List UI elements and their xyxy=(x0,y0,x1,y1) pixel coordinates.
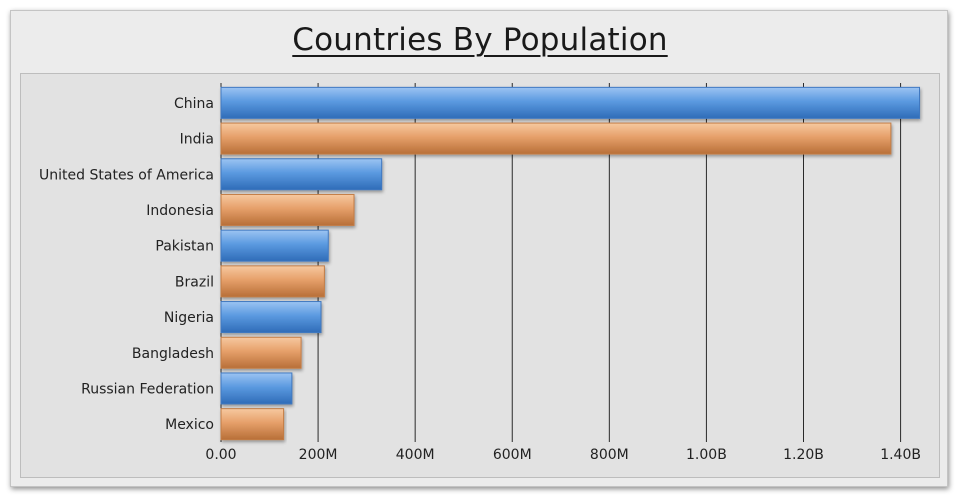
bar xyxy=(220,301,322,334)
bar xyxy=(220,158,383,191)
category-label: Nigeria xyxy=(164,310,214,326)
bar xyxy=(220,336,302,369)
x-tick-label: 400M xyxy=(396,447,435,463)
category-label: Brazil xyxy=(175,274,214,290)
category-label: Indonesia xyxy=(146,203,214,219)
bar xyxy=(220,372,293,405)
x-tick-label: 600M xyxy=(493,447,532,463)
x-tick-label: 1.40B xyxy=(880,447,921,463)
bars xyxy=(220,86,921,441)
x-tick-labels: 0.00 200M 400M 600M 800M 1.00B 1.20B 1.40B xyxy=(205,447,921,463)
chart-title: Countries By Population xyxy=(292,22,668,58)
x-tick-label: 1.00B xyxy=(686,447,727,463)
bar xyxy=(220,193,355,226)
category-label: Pakistan xyxy=(155,239,214,255)
bar xyxy=(220,265,325,298)
bar xyxy=(220,229,329,262)
x-tick-label: 200M xyxy=(299,447,338,463)
x-tick-label: 1.20B xyxy=(783,447,824,463)
category-label: China xyxy=(174,96,214,112)
bar xyxy=(220,408,285,441)
bar xyxy=(220,86,921,119)
x-tick-label: 800M xyxy=(590,447,629,463)
category-label: Russian Federation xyxy=(81,381,214,397)
category-label: United States of America xyxy=(39,167,214,183)
category-label: Bangladesh xyxy=(132,346,214,362)
bar xyxy=(220,122,892,155)
category-label: Mexico xyxy=(165,417,214,433)
category-label: India xyxy=(180,132,214,148)
category-labels: China India United States of America Indone… xyxy=(39,96,214,433)
x-tick-label: 0.00 xyxy=(205,447,236,463)
